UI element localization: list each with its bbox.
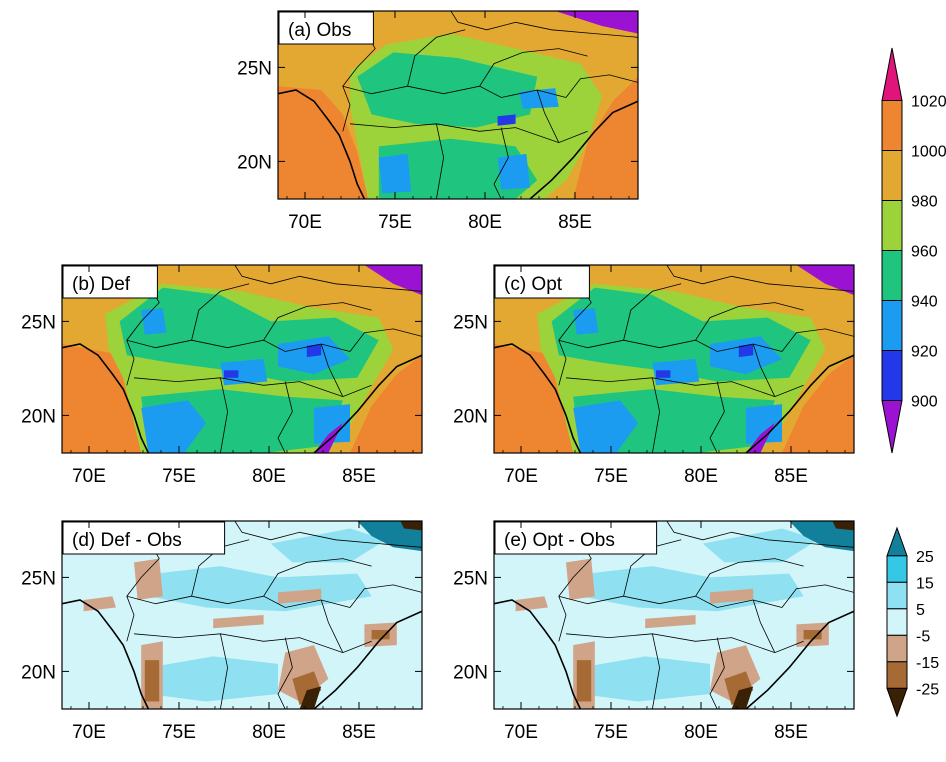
- colorbar-label: 1020: [911, 94, 946, 111]
- x-tick-label: 70E: [72, 466, 106, 487]
- x-tick-label: 85E: [342, 722, 376, 743]
- panel-label: (b) Def: [72, 274, 131, 295]
- panel-label: (a) Obs: [288, 20, 351, 41]
- x-tick-label: 80E: [684, 466, 718, 487]
- map-panel-obs: (a) Obs 70E 75E 80E 85E 25N 20N: [237, 10, 639, 233]
- map-panel-optobs: (e) Opt - Obs 70E 75E 80E 85E 25N 20N: [453, 520, 855, 743]
- x-tick-label: 75E: [162, 722, 196, 743]
- x-tick-label: 85E: [774, 466, 808, 487]
- colorbar-label: 900: [911, 394, 938, 411]
- field-opt: [494, 265, 854, 453]
- x-tick-label: 85E: [774, 722, 808, 743]
- y-tick-label: 25N: [453, 568, 488, 589]
- colorbar-label: -15: [916, 655, 939, 672]
- x-tick-label: 70E: [504, 722, 538, 743]
- colorbar-label: 1000: [911, 144, 946, 161]
- field-obs: [278, 11, 638, 199]
- colorbar-segment: [881, 350, 903, 401]
- colorbar-segment: [886, 555, 908, 583]
- colorbar-difference: 25 15 5 -5 -15 -25: [886, 526, 939, 718]
- map-panel-def: (b) Def 70E 75E 80E 85E 25N 20N: [21, 264, 423, 487]
- panel-label: (c) Opt: [504, 274, 563, 295]
- colorbar-segment: [881, 300, 903, 351]
- field-optobs: [494, 521, 854, 709]
- x-tick-label: 75E: [162, 466, 196, 487]
- field-defobs: [62, 521, 422, 709]
- x-tick-label: 75E: [378, 212, 412, 233]
- x-tick-label: 85E: [342, 466, 376, 487]
- colorbar-label: -25: [916, 681, 939, 698]
- panel-label: (d) Def - Obs: [72, 530, 182, 551]
- colorbar-top-arrow: [881, 47, 903, 101]
- colorbar-segment: [886, 608, 908, 636]
- colorbar-label: 920: [911, 344, 938, 361]
- y-tick-label: 20N: [237, 152, 272, 173]
- x-tick-label: 80E: [252, 722, 286, 743]
- y-tick-label: 25N: [237, 58, 272, 79]
- y-tick-label: 25N: [21, 568, 56, 589]
- colorbar-label: 15: [916, 575, 934, 592]
- map-panel-defobs: (d) Def - Obs 70E 75E 80E 85E 25N 20N: [21, 520, 423, 743]
- colorbar-bottom-arrow: [886, 687, 908, 718]
- x-tick-label: 75E: [594, 466, 628, 487]
- x-tick-label: 70E: [504, 466, 538, 487]
- colorbar-label: 960: [911, 244, 938, 261]
- colorbar-label: -5: [916, 628, 930, 645]
- y-tick-label: 20N: [21, 406, 56, 427]
- y-tick-label: 20N: [453, 406, 488, 427]
- colorbar-label: 5: [916, 602, 925, 619]
- colorbar-absolute: 1020 1000 980 960 940 920 900: [881, 47, 946, 454]
- map-panel-opt: (c) Opt 70E 75E 80E 85E 25N 20N: [453, 264, 855, 487]
- x-tick-label: 80E: [252, 466, 286, 487]
- colorbar-label: 25: [916, 549, 934, 566]
- colorbar-segment: [881, 250, 903, 301]
- colorbar-segment: [881, 100, 903, 151]
- colorbar-bottom-arrow: [881, 400, 903, 454]
- x-tick-label: 85E: [558, 212, 592, 233]
- x-tick-label: 70E: [72, 722, 106, 743]
- y-tick-label: 25N: [453, 312, 488, 333]
- colorbar-segment: [881, 150, 903, 201]
- panel-label: (e) Opt - Obs: [504, 530, 615, 551]
- colorbar-segment: [881, 200, 903, 251]
- colorbar-label: 940: [911, 294, 938, 311]
- colorbar-label: 980: [911, 194, 938, 211]
- x-tick-label: 70E: [288, 212, 322, 233]
- colorbar-segment: [886, 634, 908, 663]
- y-tick-label: 20N: [453, 662, 488, 683]
- colorbar-top-arrow: [886, 526, 908, 557]
- y-tick-label: 20N: [21, 662, 56, 683]
- x-tick-label: 75E: [594, 722, 628, 743]
- y-tick-label: 25N: [21, 312, 56, 333]
- x-tick-label: 80E: [684, 722, 718, 743]
- colorbar-segment: [886, 661, 908, 689]
- colorbar-segment: [886, 581, 908, 610]
- x-tick-label: 80E: [468, 212, 502, 233]
